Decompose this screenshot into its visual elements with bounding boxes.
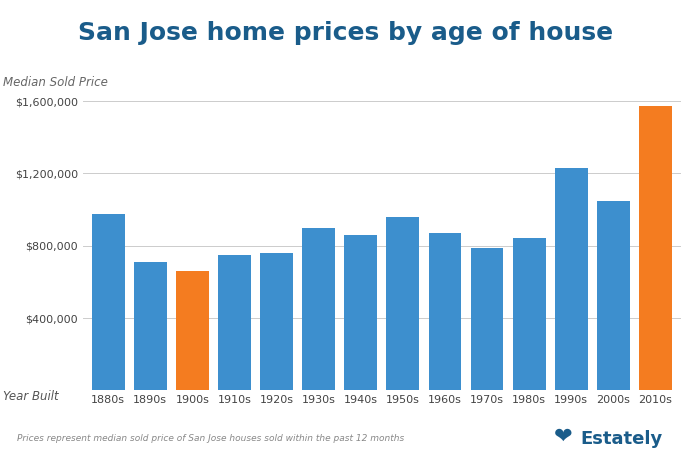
Bar [597,201,630,390]
Bar [344,235,377,390]
Bar [218,255,251,390]
Text: ❤: ❤ [554,426,572,447]
Text: Year Built: Year Built [3,390,59,403]
Bar [386,217,419,390]
Text: Estately: Estately [580,430,663,448]
Bar [92,214,124,390]
Bar [513,238,545,390]
Bar [302,228,335,390]
Bar [134,262,167,390]
Text: San Jose home prices by age of house: San Jose home prices by age of house [78,22,613,45]
Bar [639,106,672,390]
Text: Median Sold Price: Median Sold Price [3,76,108,89]
Bar [428,233,462,390]
Bar [176,271,209,390]
Text: Prices represent median sold price of San Jose houses sold within the past 12 mo: Prices represent median sold price of Sa… [17,434,404,444]
Bar [471,249,504,390]
Bar [260,253,293,390]
Bar [555,168,587,390]
